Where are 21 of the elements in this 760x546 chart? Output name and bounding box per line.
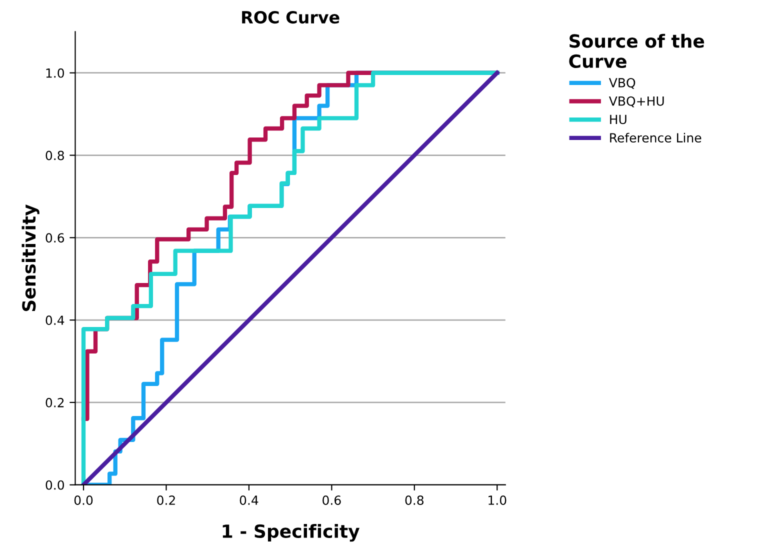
y-axis-title: Sensitivity (22, 204, 40, 312)
x-tick-label: 0.6 (322, 495, 341, 505)
x-tick-label: 0.0 (74, 495, 93, 505)
y-tick-label: 0.6 (46, 233, 64, 243)
x-tick-label: 1.0 (488, 495, 506, 505)
y-tick-label: 1.0 (46, 68, 64, 78)
x-tick-label: 0.2 (157, 495, 175, 505)
legend-title: Source of the Curve (569, 34, 704, 68)
legend-label: Reference Line (610, 132, 702, 143)
line-series (81, 70, 500, 485)
x-axis-title: 1 - Specificity (222, 524, 360, 542)
x-tick-label: 0.8 (405, 495, 424, 505)
y-tick-label: 0.4 (46, 316, 64, 325)
y-tick-label: 0.2 (46, 398, 64, 408)
legend-label: VBQ (608, 78, 636, 89)
legend-label: HU (610, 114, 626, 124)
y-tick-label: 0.8 (46, 150, 64, 160)
chart-title: ROC Curve (242, 10, 340, 24)
legend-label: VBQ+HU (608, 96, 664, 108)
x-tick-label: 0.4 (240, 495, 258, 505)
y-tick-label: 0.0 (46, 480, 64, 490)
